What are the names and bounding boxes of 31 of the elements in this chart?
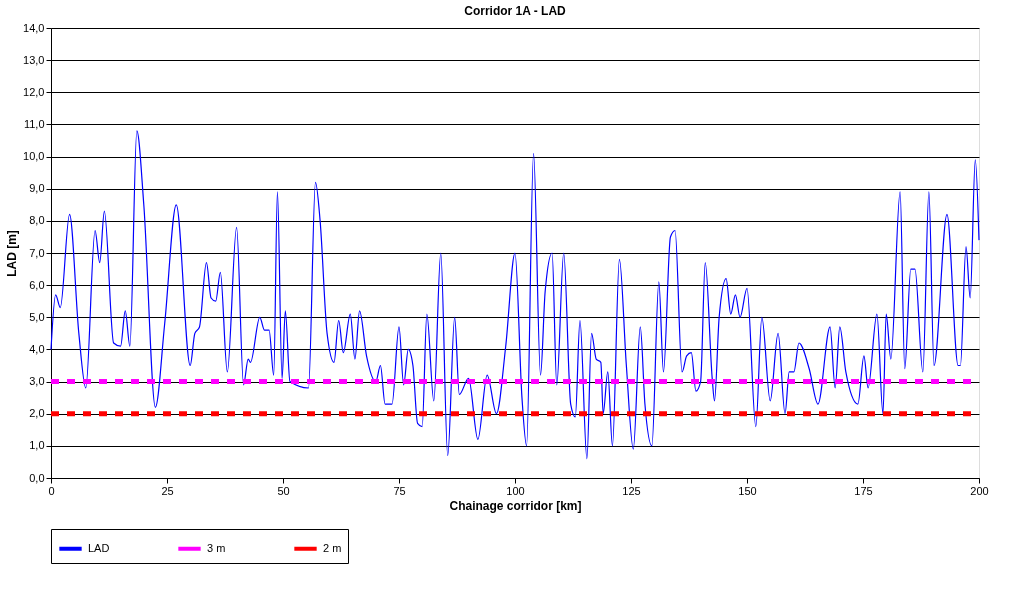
- line-series: [50, 130, 980, 460]
- y-tick-label: 10,0: [23, 150, 45, 163]
- x-tick-label: 50: [277, 484, 290, 497]
- y-axis-title: LAD [m]: [5, 230, 20, 277]
- y-tick-label: 3,0: [29, 375, 45, 388]
- y-tick-label: 6,0: [29, 278, 45, 291]
- legend-label: 3 m: [207, 541, 226, 554]
- y-tick-label: 11,0: [23, 117, 45, 130]
- x-tick-label: 150: [738, 484, 757, 497]
- x-tick-label: 0: [48, 484, 55, 497]
- y-tick-label: 1,0: [29, 439, 45, 452]
- y-tick-label: 14,0: [23, 21, 45, 34]
- x-tick-label: 25: [161, 484, 174, 497]
- y-tick-label: 5,0: [29, 310, 45, 323]
- x-tick-label: 100: [506, 484, 525, 497]
- legend-label: LAD: [88, 541, 110, 554]
- chart-title: Corridor 1A - LAD: [464, 4, 567, 18]
- y-tick-label: 9,0: [29, 182, 45, 195]
- x-tick-label: 75: [393, 484, 406, 497]
- x-tick-label: 175: [854, 484, 873, 497]
- x-tick-label: 125: [622, 484, 641, 497]
- y-tick-label: 7,0: [29, 246, 45, 259]
- y-tick-label: 2,0: [29, 407, 45, 420]
- y-tick-label: 4,0: [29, 342, 45, 355]
- y-tick-label: 0,0: [29, 471, 45, 484]
- y-tick-label: 8,0: [29, 214, 45, 227]
- x-axis-title: Chainage corridor [km]: [449, 498, 582, 513]
- y-tick-label: 13,0: [23, 53, 45, 66]
- legend-label: 2 m: [323, 541, 342, 554]
- y-tick-label: 12,0: [23, 85, 45, 98]
- x-tick-label: 200: [970, 484, 989, 497]
